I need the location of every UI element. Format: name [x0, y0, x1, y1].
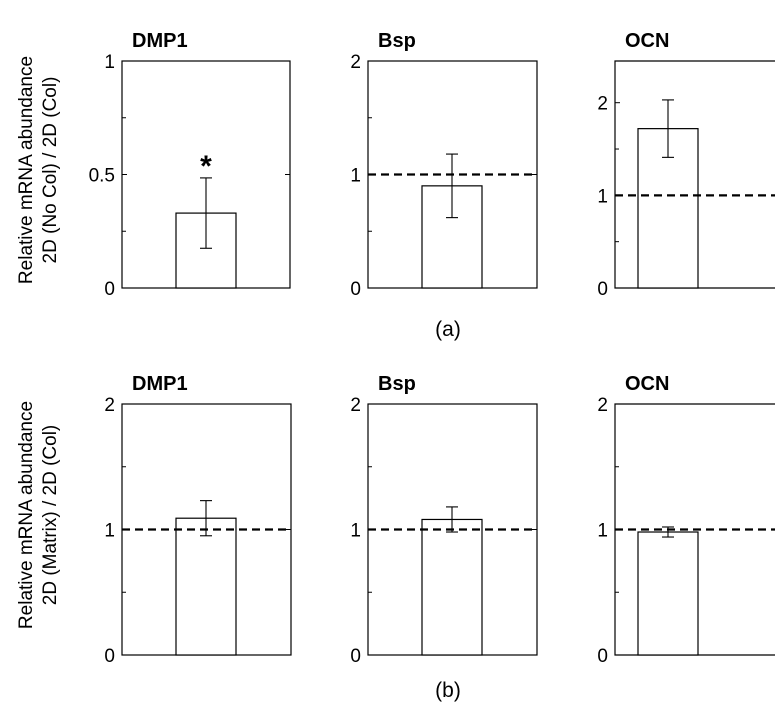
chart-panel: 0 1 2 OCN: [597, 30, 775, 300]
y-tick-label: 0: [104, 646, 115, 667]
chart-title: OCN: [625, 30, 669, 52]
y-tick-label: 2: [104, 395, 115, 416]
y-tick-label: 0: [350, 646, 361, 667]
y-tick-label: 2: [597, 395, 608, 416]
panel-label-a: (a): [435, 318, 461, 341]
y-tick-label: 0: [597, 279, 608, 300]
y-tick-label: 1: [597, 521, 608, 542]
y-tick-label: 2: [597, 94, 608, 115]
chart-title: Bsp: [378, 373, 416, 395]
y-tick-label: 0: [104, 279, 115, 300]
chart-title: Bsp: [378, 30, 416, 52]
y-tick-label: 1: [350, 521, 361, 542]
chart-title: DMP1: [132, 30, 188, 52]
chart-title: OCN: [625, 373, 669, 395]
y-tick-label: 2: [350, 395, 361, 416]
row-a-ylabel-line2: 2D (No Col) / 2D (Col): [40, 77, 61, 264]
y-tick-label: 1: [350, 166, 361, 187]
bar: [637, 531, 699, 656]
row-a-ylabel-line1: Relative mRNA abundance: [16, 56, 37, 284]
bar: [421, 518, 483, 656]
chart-panel: 0 0.5 1 DMP1 *: [89, 30, 291, 300]
y-tick-label: 0: [597, 646, 608, 667]
panel-label-b: (b): [435, 679, 461, 702]
row-b-ylabel-line1: Relative mRNA abundance: [16, 401, 37, 629]
chart-panel: 0 1 2 Bsp: [350, 373, 538, 667]
significance-marker: *: [200, 150, 212, 183]
row-b-ylabel-line2: 2D (Matrix) / 2D (Col): [40, 425, 61, 606]
bar: [175, 517, 237, 656]
chart-title: DMP1: [132, 373, 188, 395]
bar: [175, 212, 237, 289]
chart-panel: 0 1 2 Bsp: [350, 30, 538, 300]
y-tick-label: 0.5: [89, 166, 115, 187]
chart-panel: 0 1 2 DMP1: [104, 373, 292, 667]
chart-panels: 0 0.5 1 DMP1 * 0 1 2 Bsp 0 1 2 OCN 0 1 2 DMP1 0 1 2 Bsp 0 1 2 OC…: [89, 30, 775, 667]
y-tick-label: 0: [350, 279, 361, 300]
y-tick-label: 1: [104, 521, 115, 542]
y-tick-label: 1: [597, 186, 608, 207]
y-tick-label: 2: [350, 52, 361, 73]
chart-panel: 0 1 2 OCN: [597, 373, 775, 667]
y-tick-label: 1: [104, 52, 115, 73]
